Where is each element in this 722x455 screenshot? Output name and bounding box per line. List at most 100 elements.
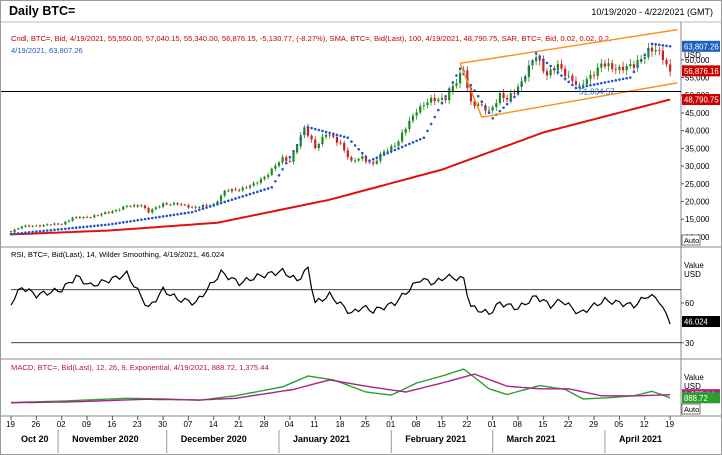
time-tick-label: 15	[538, 420, 547, 429]
candle-body	[658, 49, 661, 51]
sar-dot	[111, 222, 114, 226]
time-tick-label: 19	[665, 420, 674, 429]
month-label: February 2021	[405, 434, 466, 444]
candle-body	[267, 174, 270, 177]
macd-auto-button[interactable]: Auto	[681, 403, 701, 415]
candle-body	[281, 157, 284, 163]
candle-body	[20, 226, 23, 229]
price-tick-label: 55,000	[685, 74, 710, 83]
sar-dot	[241, 195, 245, 198]
sar-dot	[270, 186, 274, 189]
candle-body	[592, 74, 596, 76]
candle-body	[234, 189, 237, 190]
sar-dot	[205, 206, 208, 209]
sar-dot	[295, 143, 299, 147]
price-auto-button-frame[interactable]	[681, 234, 701, 246]
sar-dot	[444, 94, 447, 98]
sar-dot	[313, 127, 317, 131]
sar-dot	[100, 223, 103, 227]
sar-dot	[219, 201, 223, 205]
sar-dot	[560, 74, 563, 77]
candle-body	[665, 59, 668, 65]
time-tick-label: 02	[57, 420, 66, 429]
sar-dot	[639, 59, 643, 62]
candle-body	[314, 139, 317, 149]
sar-dot	[324, 130, 328, 134]
candle-body	[375, 160, 378, 164]
candle-body	[60, 224, 63, 226]
time-tick-label: 12	[640, 420, 649, 429]
sar-dot	[78, 226, 82, 229]
sar-dot	[248, 192, 252, 196]
candle-body	[328, 134, 331, 136]
candle-body	[24, 225, 27, 227]
rsi-badge	[682, 316, 720, 328]
time-tick-label: 07	[183, 420, 192, 429]
sar-dot	[491, 116, 494, 120]
candle-body	[299, 135, 302, 147]
sar-dot	[455, 74, 458, 77]
candle-body	[487, 110, 491, 112]
price-auto-button-label[interactable]: Auto	[684, 236, 699, 245]
candle-body	[270, 168, 273, 175]
sar-dot	[404, 144, 408, 147]
candle-body	[603, 63, 607, 67]
sar-dot	[35, 230, 38, 233]
sar-dot	[614, 79, 618, 82]
sar-dot	[154, 216, 158, 219]
candle-body	[350, 157, 353, 161]
macd-auto-button-label[interactable]: Auto	[684, 405, 699, 414]
sar-dot	[498, 109, 502, 113]
candle-body	[390, 146, 393, 151]
sar-dot	[176, 212, 179, 216]
candle-body	[292, 152, 295, 162]
candle-body	[335, 137, 339, 143]
sar-dot	[458, 67, 462, 70]
candle-body	[589, 74, 592, 80]
candle-body	[245, 187, 248, 189]
sar-dot	[408, 142, 411, 146]
sar-dot	[382, 153, 386, 156]
sar-dot	[226, 199, 230, 203]
price-tick-label: 60,000	[685, 56, 710, 65]
sar-dot	[661, 44, 665, 47]
candle-body	[433, 97, 436, 102]
sar-dot	[618, 78, 621, 81]
sar-dot	[255, 190, 259, 194]
candle-body	[180, 204, 183, 206]
candle-body	[654, 49, 657, 52]
sar-dot	[607, 80, 610, 84]
candle-body	[364, 156, 368, 162]
candle-body	[621, 66, 625, 71]
candle-body	[422, 105, 425, 107]
time-tick-label: 04	[285, 420, 294, 429]
candle-body	[382, 151, 386, 154]
candle-body	[78, 217, 81, 219]
sar-dot	[201, 207, 205, 211]
macd-auto-button-frame[interactable]	[681, 403, 701, 415]
candle-body	[28, 225, 31, 227]
sar-dot	[179, 212, 183, 216]
candle-body	[516, 86, 520, 94]
candle-body	[194, 206, 197, 208]
macd-badge-label: 888.72	[684, 394, 708, 403]
time-tick-label: 21	[234, 420, 243, 429]
sar-dot	[400, 145, 404, 149]
sar-dot	[332, 132, 335, 136]
price-auto-button[interactable]: Auto	[681, 234, 701, 246]
sar-dot	[24, 231, 27, 234]
candle-body	[223, 190, 226, 196]
candle-body	[440, 97, 444, 100]
sar-dot	[538, 55, 542, 58]
candle-body	[111, 211, 114, 213]
candle-body	[154, 207, 157, 210]
sar-dot	[125, 220, 129, 224]
price-badge	[682, 65, 720, 77]
candle-body	[310, 135, 313, 140]
sar-dot	[208, 205, 212, 208]
candle-body	[647, 47, 650, 58]
candle-body	[361, 156, 364, 159]
price-legend-line-2: 4/19/2021, 63,807.26	[11, 46, 83, 55]
candle-body	[527, 65, 530, 78]
